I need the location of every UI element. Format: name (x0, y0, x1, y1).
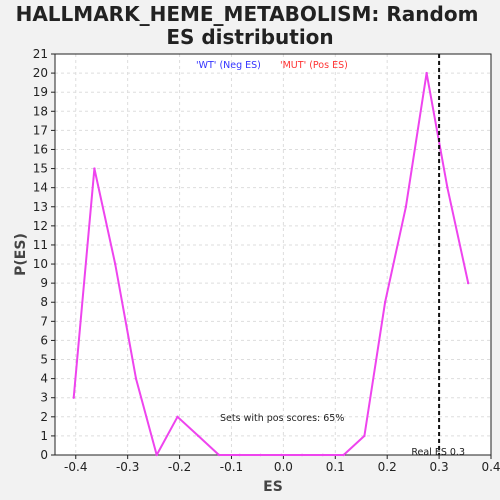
x-tick-label: -0.2 (168, 460, 191, 474)
y-tick-label: 8 (40, 295, 48, 309)
data-point (197, 434, 200, 438)
y-tick-label: 15 (33, 162, 48, 176)
pos-scores-annotation: Sets with pos scores: 65% (220, 413, 344, 424)
legend-entry-mut: 'MUT' (Pos ES) (280, 60, 348, 71)
y-tick-label: 13 (33, 200, 48, 214)
x-tick-label: -0.4 (64, 460, 87, 474)
y-tick-label: 0 (40, 448, 48, 462)
data-point (300, 453, 304, 457)
real-es-label: Real ES 0.3 (411, 447, 465, 458)
y-tick-label: 6 (40, 333, 48, 347)
x-tick-label: 0.4 (481, 460, 500, 474)
data-point (383, 301, 387, 304)
data-point (176, 415, 179, 419)
x-tick-label: -0.3 (116, 460, 139, 474)
data-point (114, 262, 117, 266)
legend-entry-wt: 'WT' (Neg ES) (196, 60, 261, 71)
x-tick-label: 0.3 (430, 460, 449, 474)
y-tick-label: 12 (33, 219, 48, 233)
data-point (446, 186, 449, 189)
x-tick-label: 0.1 (326, 460, 345, 474)
data-point (342, 453, 345, 457)
y-tick-label: 10 (33, 257, 48, 271)
data-point (72, 396, 75, 399)
data-point (280, 453, 283, 457)
y-tick-label: 7 (40, 314, 48, 328)
y-tick-label: 18 (33, 104, 48, 118)
x-tick-label: 0.0 (274, 460, 293, 474)
y-tick-label: 2 (40, 410, 48, 424)
data-point (155, 453, 158, 457)
x-tick-label: -0.1 (220, 460, 243, 474)
data-point (217, 453, 221, 457)
y-axis-label: P(ES) (13, 233, 29, 276)
data-point (425, 71, 428, 75)
chart-title-line-2: ES distribution (166, 25, 333, 49)
data-point (466, 281, 470, 285)
data-point (321, 453, 325, 457)
data-point (134, 377, 138, 380)
y-tick-label: 21 (33, 47, 48, 61)
data-point (238, 453, 241, 457)
data-point (259, 453, 262, 457)
y-tick-label: 4 (40, 372, 48, 386)
y-tick-label: 3 (40, 391, 48, 405)
x-axis-label: ES (263, 479, 283, 495)
data-point (404, 205, 408, 208)
y-tick-label: 9 (40, 276, 48, 290)
y-tick-label: 16 (33, 142, 48, 156)
y-tick-label: 14 (33, 181, 48, 195)
y-tick-label: 20 (33, 66, 48, 80)
y-tick-label: 17 (33, 123, 48, 137)
data-point (363, 434, 366, 438)
y-tick-label: 11 (33, 238, 48, 252)
plot-area (55, 54, 491, 455)
y-tick-label: 19 (33, 85, 48, 99)
data-point (93, 167, 96, 170)
y-tick-label: 1 (40, 429, 48, 443)
chart-title-line-1: HALLMARK_HEME_METABOLISM: Random (16, 2, 479, 26)
es-distribution-line (72, 72, 470, 456)
y-tick-label: 5 (40, 353, 48, 367)
x-tick-label: 0.2 (378, 460, 397, 474)
